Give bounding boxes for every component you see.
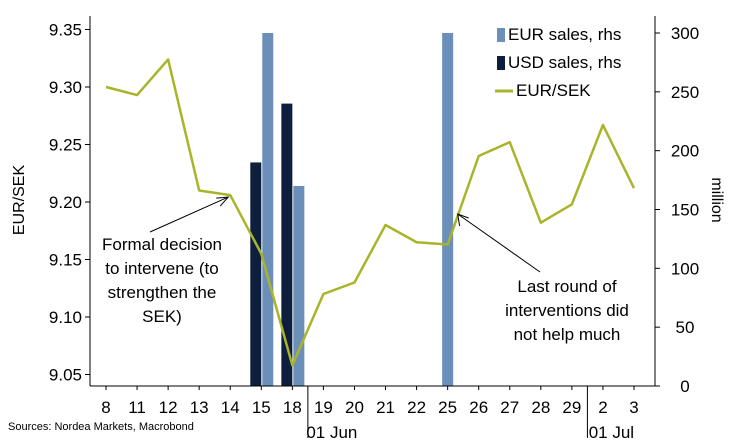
x-tick-label: 21: [376, 398, 395, 417]
line-layer: [105, 58, 636, 367]
arrow-head: [216, 196, 230, 207]
left-tick-label: 9.30: [49, 78, 82, 97]
x-tick-label: 12: [159, 398, 178, 417]
x-tick-label: 3: [629, 398, 638, 417]
eur-sales-bar: [262, 33, 274, 386]
x-tick-label: 8: [101, 398, 110, 417]
x-tick-label: 2: [598, 398, 607, 417]
x-tick-label: 19: [314, 398, 333, 417]
left-tick-label: 9.25: [49, 136, 82, 155]
usd-sales-bar: [250, 162, 262, 386]
legend: EUR sales, rhs USD sales, rhs EUR/SEK: [495, 25, 621, 100]
x-tick-label: 11: [128, 398, 146, 417]
annotation-arrow: [457, 213, 541, 273]
x-tick-label: 15: [252, 398, 271, 417]
legend-swatch: [497, 28, 505, 42]
eur-sek-line: [105, 58, 636, 367]
legend-label: USD sales, rhs: [508, 53, 621, 72]
source-note: Sources: Nordea Markets, Macrobond: [8, 421, 194, 433]
bars-layer: [250, 33, 454, 386]
eur-sales-bar: [293, 185, 305, 386]
right-tick-label: 50: [676, 318, 695, 337]
x-tick-label: 22: [407, 398, 426, 417]
left-axis-title: EUR/SEK: [11, 165, 28, 236]
annotation-text: interventions did: [505, 301, 629, 320]
month-label: 01 Jul: [589, 423, 634, 440]
x-tick-label: 13: [190, 398, 209, 417]
right-axis-title: million: [708, 177, 725, 222]
eur-sales-bar: [442, 33, 454, 386]
right-tick-label: 0: [680, 377, 689, 396]
annotation-arrow: [149, 196, 229, 233]
arrow-head: [457, 213, 469, 227]
x-tick-label: 28: [531, 398, 550, 417]
annotations-layer: Formal decision to intervene (to strengthe…: [102, 196, 629, 344]
x-tick-label: 20: [345, 398, 364, 417]
right-tick-label: 200: [671, 142, 699, 161]
left-tick-label: 9.05: [49, 366, 82, 385]
x-tick-label: 27: [500, 398, 519, 417]
right-tick-label: 150: [671, 201, 699, 220]
legend-label: EUR/SEK: [516, 81, 591, 100]
usd-sales-bar: [281, 103, 293, 386]
right-tick-label: 250: [671, 83, 699, 102]
right-tick-label: 300: [671, 24, 699, 43]
x-tick-label: 25: [438, 398, 457, 417]
annotation-text: SEK): [142, 307, 182, 326]
x-tick-label: 18: [283, 398, 302, 417]
left-tick-label: 9.20: [49, 193, 82, 212]
x-tick-label: 26: [469, 398, 488, 417]
legend-label: EUR sales, rhs: [508, 25, 621, 44]
annotation-text: Formal decision: [102, 235, 222, 254]
month-label: 01 Jun: [306, 423, 357, 440]
annotation-text: strengthen the: [108, 283, 217, 302]
x-tick-label: 29: [562, 398, 581, 417]
x-tick-label: 14: [221, 398, 240, 417]
annotation-text: to intervene (to: [105, 259, 218, 278]
annotation-text: not help much: [514, 325, 621, 344]
legend-swatch: [497, 56, 505, 70]
annotation-text: Last round of: [517, 277, 617, 296]
left-tick-label: 9.35: [49, 21, 82, 40]
left-tick-label: 9.15: [49, 251, 82, 270]
left-tick-label: 9.10: [49, 308, 82, 327]
right-tick-label: 100: [671, 259, 699, 278]
axes-layer: 9.059.109.159.209.259.309.35050100150200…: [11, 16, 725, 440]
